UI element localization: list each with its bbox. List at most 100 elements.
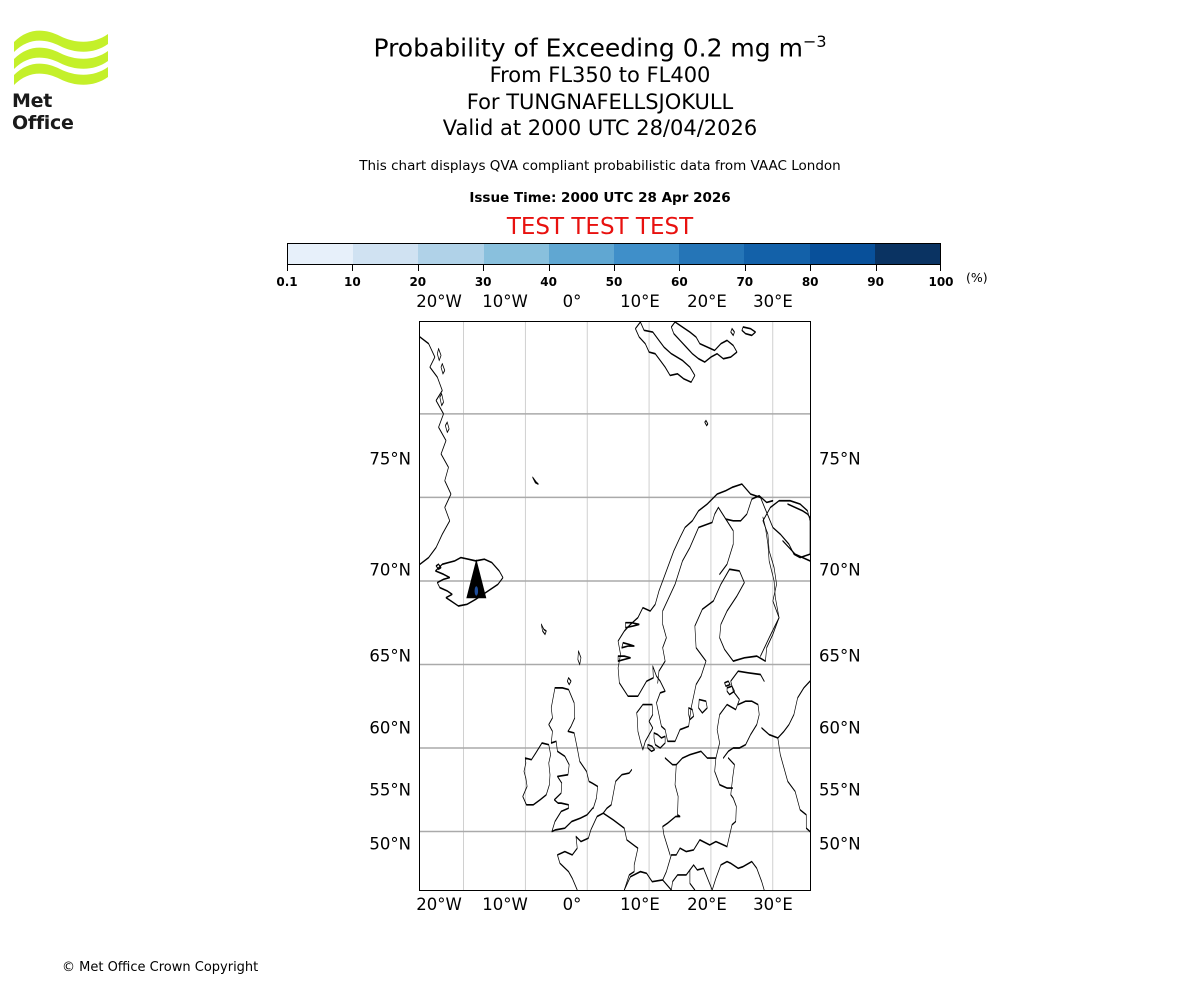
coastline-path xyxy=(726,685,735,696)
colorbar-band-5 xyxy=(614,244,680,264)
coastline-path xyxy=(689,869,696,890)
met-office-waves-icon xyxy=(12,26,110,88)
colorbar-tick-9 xyxy=(875,265,877,271)
lat-label-right-0: 75°N xyxy=(819,449,861,469)
coastline-path xyxy=(420,336,452,566)
coastline-path xyxy=(522,742,551,806)
coastline-path xyxy=(787,503,810,519)
lat-label-right-3: 60°N xyxy=(819,718,861,738)
colorbar-tick-5 xyxy=(614,265,615,271)
colorbar-tick-labels: 0.1 10 20 30 40 50 60 70 80 90 100 xyxy=(276,275,953,293)
coastline-path xyxy=(617,483,810,743)
lat-label-right-4: 55°N xyxy=(819,780,861,800)
lat-label-right-2: 65°N xyxy=(819,646,861,666)
coastline-path xyxy=(532,476,539,485)
lon-label-bottom-2: 0° xyxy=(562,895,582,914)
colorbar-tick-10 xyxy=(940,265,941,271)
colorbar-tick-8 xyxy=(810,265,812,271)
map-plot-area[interactable] xyxy=(419,321,811,891)
lon-label-bottom-5: 30°E xyxy=(753,895,793,914)
lat-label-right-5: 50°N xyxy=(819,834,861,854)
colorbar-tick-1 xyxy=(352,265,354,271)
coastline-path xyxy=(662,839,728,881)
coastline-path xyxy=(621,641,635,649)
lat-label-left-2: 65°N xyxy=(369,646,411,666)
issue-time-text: Issue Time: 2000 UTC 28 Apr 2026 xyxy=(469,190,731,206)
colorbar-tick-7 xyxy=(744,265,746,271)
colorbar-tick-label-10: 100 xyxy=(928,275,954,289)
colorbar-band-6 xyxy=(679,244,745,264)
colorbar-tick-label-7: 70 xyxy=(736,275,754,289)
colorbar-tick-label-9: 90 xyxy=(867,275,884,289)
colorbar-band-9 xyxy=(874,244,941,264)
coastline-path xyxy=(671,322,738,363)
colorbar-tick-4 xyxy=(548,265,550,271)
coastline-path xyxy=(777,737,810,833)
page-title-exponent: −3 xyxy=(802,32,827,51)
colorbar-band-2 xyxy=(418,244,484,264)
colorbar-band-7 xyxy=(744,244,810,264)
coastline-path xyxy=(445,421,450,434)
coastline-path xyxy=(567,676,572,686)
lon-label-top-1: 10°W xyxy=(482,292,528,311)
map-gridlines xyxy=(420,322,810,890)
colorbar-tick-label-3: 30 xyxy=(474,275,492,289)
valid-time-subtitle: Valid at 2000 UTC 28/04/2026 xyxy=(442,116,758,140)
coastline-path xyxy=(698,698,708,714)
coastline-path xyxy=(541,623,547,636)
colorbar-tick-label-0: 0.1 xyxy=(276,275,298,289)
coastline-path xyxy=(439,393,444,407)
coastline-path xyxy=(435,556,504,607)
colorbar-band-1 xyxy=(353,244,419,264)
coastline-path xyxy=(440,362,446,375)
lat-label-left-5: 50°N xyxy=(369,834,411,854)
coastline-path xyxy=(741,326,756,337)
lon-label-bottom-4: 20°E xyxy=(687,895,727,914)
coastline-path xyxy=(662,763,681,856)
coastline-path xyxy=(653,732,666,749)
lat-label-left-0: 75°N xyxy=(369,449,411,469)
colorbar-tick-label-8: 80 xyxy=(801,275,819,289)
colorbar-bands xyxy=(287,243,941,265)
lon-label-top-2: 0° xyxy=(562,292,582,311)
map-coastlines xyxy=(420,322,810,890)
lon-label-top-5: 30°E xyxy=(753,292,793,311)
coastline-path xyxy=(761,680,810,739)
volcano-triangle xyxy=(466,559,487,599)
colorbar-tick-label-4: 40 xyxy=(540,275,557,289)
map-svg xyxy=(420,322,810,890)
copyright-footer: © Met Office Crown Copyright xyxy=(62,960,259,975)
colorbar-band-8 xyxy=(809,244,875,264)
lat-label-right-1: 70°N xyxy=(819,560,861,580)
colorbar-tick-label-1: 10 xyxy=(344,275,361,289)
lon-label-top-4: 20°E xyxy=(687,292,727,311)
coastline-path xyxy=(435,563,442,571)
colorbar-band-0 xyxy=(288,244,354,264)
met-office-brand-text: Met Office xyxy=(12,90,74,134)
page-title: Probability of Exceeding 0.2 mg m−3 xyxy=(0,26,1200,64)
colorbar-unit-label: (%) xyxy=(966,270,988,285)
volcano-name-subtitle: For TUNGNAFELLSJOKULL xyxy=(466,90,734,114)
colorbar-ticks xyxy=(287,265,941,275)
coastline-path xyxy=(647,743,655,753)
coastline-path xyxy=(602,812,639,890)
coastline-path xyxy=(730,327,735,337)
colorbar-tick-0 xyxy=(287,265,288,271)
colorbar-tick-2 xyxy=(417,265,419,271)
coastline-path xyxy=(711,860,765,890)
lat-label-left-4: 55°N xyxy=(369,780,411,800)
coastline-path xyxy=(723,700,760,759)
lon-label-top-3: 10°E xyxy=(620,292,660,311)
coastline-path xyxy=(719,518,734,576)
colorbar-tick-3 xyxy=(483,265,485,271)
flight-level-subtitle: From FL350 to FL400 xyxy=(489,63,711,87)
lon-label-bottom-1: 10°W xyxy=(482,895,528,914)
coastline-path xyxy=(782,540,810,562)
page-title-text: Probability of Exceeding 0.2 mg m xyxy=(373,33,803,63)
coastline-path xyxy=(664,670,765,766)
coastline-path xyxy=(577,650,582,666)
colorbar-tick-label-2: 20 xyxy=(409,275,427,289)
qva-compliance-note: This chart displays QVA compliant probab… xyxy=(359,158,841,174)
coastline-path xyxy=(548,687,598,833)
lon-label-bottom-0: 20°W xyxy=(416,895,462,914)
